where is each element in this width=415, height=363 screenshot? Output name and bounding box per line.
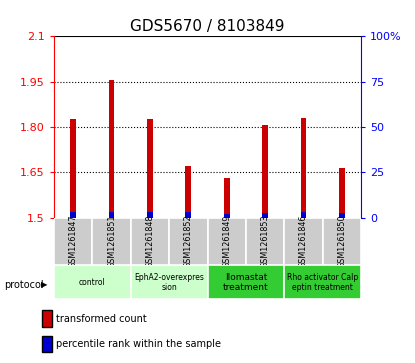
Text: GSM1261848: GSM1261848	[145, 215, 154, 268]
Bar	[147, 212, 153, 218]
Bar	[262, 213, 268, 218]
Text: GSM1261852: GSM1261852	[184, 215, 193, 268]
Title: GDS5670 / 8103849: GDS5670 / 8103849	[130, 19, 285, 34]
Bar	[109, 212, 115, 218]
Bar	[262, 125, 268, 218]
Text: GSM1261853: GSM1261853	[261, 215, 270, 268]
Bar	[323, 218, 361, 265]
Bar	[109, 80, 115, 218]
Bar	[169, 218, 208, 265]
Text: GSM1261847: GSM1261847	[68, 215, 78, 268]
Bar	[131, 218, 169, 265]
Bar	[284, 265, 361, 299]
Text: control: control	[79, 278, 106, 287]
Bar	[70, 119, 76, 218]
Text: Ilomastat
treatment: Ilomastat treatment	[223, 273, 269, 292]
Bar	[224, 179, 229, 218]
Text: transformed count: transformed count	[56, 314, 147, 323]
Bar	[186, 212, 191, 218]
Text: ▶: ▶	[41, 281, 48, 289]
Text: protocol: protocol	[4, 280, 44, 290]
Bar	[147, 119, 153, 218]
Text: Rho activator Calp
eptin treatment: Rho activator Calp eptin treatment	[287, 273, 358, 292]
Bar	[54, 218, 92, 265]
Bar	[339, 213, 345, 218]
Text: GSM1261851: GSM1261851	[107, 215, 116, 268]
Bar	[284, 218, 323, 265]
Bar	[131, 265, 208, 299]
Text: GSM1261850: GSM1261850	[337, 215, 347, 268]
Text: percentile rank within the sample: percentile rank within the sample	[56, 339, 221, 349]
Bar	[54, 265, 131, 299]
Bar	[208, 265, 284, 299]
Bar	[186, 166, 191, 218]
Bar	[246, 218, 284, 265]
Bar	[224, 214, 229, 218]
Bar	[70, 212, 76, 218]
Text: EphA2-overexpres
sion: EphA2-overexpres sion	[134, 273, 204, 292]
Text: GSM1261846: GSM1261846	[299, 215, 308, 268]
Bar	[208, 218, 246, 265]
Bar	[300, 118, 306, 218]
Bar	[93, 218, 131, 265]
Bar	[339, 168, 345, 218]
Text: GSM1261849: GSM1261849	[222, 215, 231, 268]
Bar	[300, 212, 306, 218]
